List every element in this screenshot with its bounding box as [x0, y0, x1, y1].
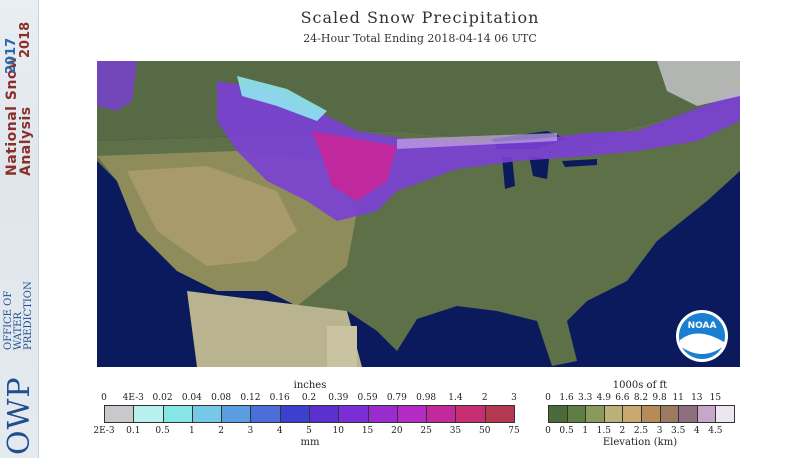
sidebar-banner: National Snow Analysis OWP OFFICE OF WAT… [0, 0, 39, 458]
elev-legend-unit-bottom: Elevation (km) [602, 437, 678, 448]
precip-legend-top-label: 0.2 [301, 393, 317, 403]
elev-legend-top-label: 3.3 [578, 393, 593, 403]
elev-legend-bottom-label: 2.5 [633, 426, 649, 436]
precip-legend-swatch [221, 405, 252, 423]
precip-legend-swatch [279, 405, 310, 423]
lake-huron [529, 156, 549, 179]
elev-legend-top-label: 13 [691, 393, 703, 403]
page-title: Scaled Snow Precipitation [300, 8, 540, 27]
noaa-logo: NOAA [676, 310, 728, 362]
precip-legend-bottom-label: 2 [218, 426, 224, 436]
precip-legend-unit-bottom: mm [300, 437, 320, 448]
precip-legend-top-label: 0.59 [357, 393, 378, 403]
snow-core-magenta [312, 131, 397, 201]
nsa-years: Analysis [18, 106, 34, 176]
precip-legend-top-label: 0.79 [386, 393, 407, 403]
mexico-land [187, 291, 362, 367]
snow-streak [397, 133, 557, 149]
elev-legend-top-label: 11 [672, 393, 684, 403]
elev-legend-bottom-label: 3.5 [671, 426, 686, 436]
elev-legend-top-label: 15 [709, 393, 722, 403]
precip-legend-top-label: 0.12 [240, 393, 261, 403]
elev-legend-top-label: 9.8 [652, 393, 667, 403]
elev-legend-bottom-label: 2 [619, 426, 626, 436]
precip-legend-swatch [191, 405, 223, 423]
high-desert [127, 166, 297, 266]
precip-legend-swatch [455, 405, 486, 423]
precip-legend-bottom-label: 0.1 [126, 426, 141, 436]
snow-precip-map[interactable]: NOAA [97, 61, 740, 367]
precip-legend-top-label: 0 [101, 393, 107, 403]
elev-legend-top-label: 4.9 [596, 393, 611, 403]
elev-legend-top-label: 6.6 [615, 393, 630, 403]
elev-legend-bottom-label: 3 [656, 426, 663, 436]
noaa-badge-text: NOAA [688, 321, 717, 331]
elev-legend-swatch [603, 405, 624, 423]
precip-legend-top-label: 0.98 [416, 393, 437, 403]
elev-legend-swatch [548, 405, 568, 423]
elev-legend-top-label: 0 [545, 393, 551, 403]
precip-legend-bottom-label: 10 [332, 426, 344, 436]
precip-legend-bottom-label: 5 [306, 426, 312, 436]
precip-legend-swatch [338, 405, 369, 423]
precip-legend-swatch [426, 405, 457, 423]
precip-legend-swatch [133, 405, 164, 423]
precip-legend-bottom-label: 3 [247, 426, 254, 436]
elev-legend-swatch [585, 405, 605, 423]
precip-legend-top-label: 3 [511, 393, 517, 403]
precip-legend-top-label: 1.4 [448, 393, 463, 403]
precip-legend-top-label: 0.39 [328, 393, 349, 403]
elev-legend-swatch [566, 405, 587, 423]
precip-legend-bottom-label: 1 [188, 426, 195, 436]
elev-legend-bottom-label: 1 [582, 426, 589, 436]
elev-legend-bottom-label: 0 [545, 426, 551, 436]
precip-legend-bottom-label: 2E-3 [93, 426, 115, 436]
precip-legend-bottom-label: 4 [276, 426, 283, 436]
elev-legend-swatch [696, 405, 717, 423]
precip-legend-top-label: 0.04 [181, 393, 202, 403]
precip-legend-bottom-label: 0.5 [155, 426, 170, 436]
elev-legend-top-label: 1.6 [559, 393, 574, 403]
elev-legend-swatch [715, 405, 735, 423]
owp-org-name: OFFICE OF WATER PREDICTION [3, 281, 34, 350]
precip-legend-top-label: 4E-3 [122, 393, 144, 403]
elev-legend-swatch [659, 405, 680, 423]
elev-legend-top-label: 8.2 [633, 393, 649, 403]
owp-logo: OWP [2, 376, 37, 455]
precip-legend-swatch [104, 405, 135, 423]
precip-legend-bottom-label: 20 [391, 426, 403, 436]
precip-legend-bottom-label: 15 [361, 426, 374, 436]
elev-legend-unit-top: 1000s of ft [612, 380, 668, 391]
precip-legend-top-label: 2 [481, 393, 488, 403]
elev-legend-bottom-label: 4 [693, 426, 700, 436]
precip-legend-swatch [250, 405, 281, 423]
elev-legend-swatch [641, 405, 661, 423]
elev-legend-swatch [622, 405, 642, 423]
precip-legend-swatch [309, 405, 340, 423]
precip-legend-top-label: 0.16 [269, 393, 290, 403]
precip-legend-swatch [396, 405, 428, 423]
elev-legend-bottom-label: 1.5 [596, 426, 611, 436]
precip-legend-bottom-label: 35 [449, 426, 462, 436]
lake-ontario [562, 159, 597, 167]
elev-legend-bottom-label: 0.5 [559, 426, 574, 436]
precip-legend-swatch [484, 405, 515, 423]
elev-legend-bottom-label: 4.5 [708, 426, 723, 436]
precip-legend-bottom-label: 25 [420, 426, 432, 436]
precip-legend-top-label: 0.08 [211, 393, 232, 403]
precip-legend-unit-top: inches [293, 380, 327, 391]
precip-legend-swatch [162, 405, 193, 423]
elev-legend-swatch [678, 405, 698, 423]
page-subtitle: 24-Hour Total Ending 2018-04-14 06 UTC [303, 32, 537, 45]
snow-cyan-north [237, 76, 327, 121]
precip-legend-bottom-label: 50 [478, 426, 491, 436]
precip-legend-bottom-label: 75 [508, 426, 520, 436]
precip-legend-top-label: 0.02 [152, 393, 173, 403]
precip-legend-swatch [367, 405, 398, 423]
lake-michigan [502, 157, 515, 189]
